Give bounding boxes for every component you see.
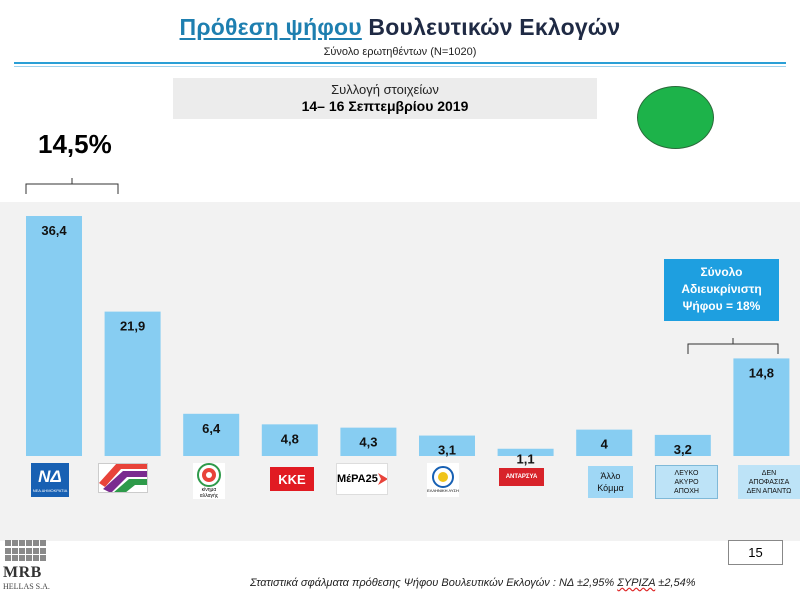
nd-logo: ΝΔ ΝΕΑ ΔΗΜΟΚΡΑΤΙΑ — [31, 463, 69, 497]
blank-line-3: ΑΠΟΧΗ — [674, 487, 699, 495]
elliniki-lysi-logo: ΕΛΛΗΝΙΚΗ ΛΥΣΗ — [427, 463, 459, 497]
mera25-arrow-icon — [377, 473, 387, 485]
elliniki-lysi-logo-text: ΕΛΛΗΝΙΚΗ ΛΥΣΗ — [427, 488, 459, 493]
page-number: 15 — [728, 540, 783, 565]
syriza-logo — [98, 463, 148, 493]
mrb-brand-logo: MRB HELLAS S.A. — [3, 540, 50, 596]
value-label-4: 4,8 — [281, 431, 299, 446]
undecided-brace-line — [687, 338, 779, 354]
title-rest: Βουλευτικών Εκλογών — [368, 14, 621, 40]
mrb-grid-icon — [5, 540, 47, 562]
summary-line-3: Ψήφου = 18% — [682, 299, 761, 313]
elliniki-lysi-emblem-icon — [432, 466, 454, 488]
kke-logo-text: ΚΚΕ — [278, 471, 306, 487]
summary-line-1: Σύνολο — [700, 265, 743, 279]
value-label-6: 3,1 — [438, 443, 456, 458]
mera25-logo: ΜέΡΑ25 — [336, 463, 388, 495]
brand-sub: HELLAS S.A. — [3, 582, 50, 591]
blank-line-1: ΛΕΥΚΟ — [674, 469, 699, 477]
page-subtitle: Σύνολο ερωτηθέντων (Ν=1020) — [323, 46, 477, 58]
title-highlight: Πρόθεση ψήφου — [179, 14, 362, 40]
bar-6 — [419, 435, 475, 456]
bar-2 — [104, 311, 161, 456]
value-label-8: 4 — [601, 437, 609, 452]
value-label-9: 3,2 — [674, 442, 692, 457]
title-rule — [14, 62, 786, 64]
title-rule-light — [14, 66, 786, 67]
undecided-line-2: ΑΠΟΦΑΣΙΣΑ — [748, 478, 790, 486]
nd-logo-text: ΝΔ — [38, 467, 62, 486]
footnote: Στατιστικά σφάλματα πρόθεσης Ψήφου Βουλε… — [250, 577, 696, 589]
blank-line-2: ΑΚΥΡΟ — [674, 478, 699, 486]
value-label-3: 6,4 — [202, 421, 221, 436]
bar-4 — [261, 424, 318, 456]
bar-5 — [340, 427, 397, 456]
collection-label: Συλλογή στοιχείων — [331, 82, 439, 97]
collection-date-box: Συλλογή στοιχείων 14– 16 Σεπτεμβρίου 201… — [173, 78, 597, 119]
undecided-brace — [687, 338, 779, 354]
nd-logo-subtext: ΝΕΑ ΔΗΜΟΚΡΑΤΙΑ — [32, 488, 68, 493]
value-labels-group: 36,4 21,9 6,4 4,8 4,3 3,1 1,1 4 3,2 14,8 — [41, 223, 774, 467]
difference-brace — [25, 178, 119, 194]
kke-logo: ΚΚΕ — [270, 467, 314, 491]
other-line-1: Άλλο — [600, 471, 621, 481]
page-title: Πρόθεση ψήφου Βουλευτικών Εκλογών — [0, 14, 800, 41]
brand-name: MRB — [3, 564, 42, 581]
undecided-line-3: ΔΕΝ ΑΠΑΝΤΩ — [746, 487, 792, 495]
bar-10 — [733, 358, 790, 456]
kinal-logo: κίνημα αλλαγής — [193, 463, 225, 499]
blank-invalid-abstain-box: ΛΕΥΚΟ ΑΚΥΡΟ ΑΠΟΧΗ — [655, 465, 718, 499]
other-line-2: Κόμμα — [597, 483, 624, 493]
undecided-summary-box: Σύνολο Αδιευκρίνιστη Ψήφου = 18% — [664, 259, 779, 321]
other-party-box: Άλλο Κόμμα — [588, 466, 633, 498]
undecided-line-1: ΔΕΝ — [761, 469, 777, 477]
value-label-2: 21,9 — [120, 319, 145, 334]
kinal-logo-text: κίνημα αλλαγής — [199, 487, 219, 499]
antarsya-logo-text: ΑΝΤΑΡΣΥΑ — [505, 474, 538, 480]
bar-7 — [497, 448, 554, 456]
bar-1 — [26, 216, 82, 456]
undecided-box: ΔΕΝ ΑΠΟΦΑΣΙΣΑ ΔΕΝ ΑΠΑΝΤΩ — [738, 465, 800, 499]
footnote-text: Στατιστικά σφάλματα πρόθεσης Ψήφου Βουλε… — [250, 577, 615, 589]
kinal-flower-icon — [197, 463, 221, 487]
bar-3 — [183, 413, 240, 456]
syriza-flag-icon — [99, 464, 147, 492]
bar-8 — [576, 429, 633, 456]
value-label-7: 1,1 — [517, 452, 535, 467]
difference-label: 14,5% — [38, 129, 112, 159]
summary-line-2: Αδιευκρίνιστη — [681, 282, 762, 296]
bars-group — [26, 216, 790, 456]
footnote-syriza-value: ±2,54% — [658, 577, 696, 589]
footnote-syriza: ΣΥΡΙΖΑ — [617, 577, 656, 589]
collection-dates: 14– 16 Σεπτεμβρίου 2019 — [301, 98, 469, 114]
mera25-logo-text: ΜέΡΑ25 — [337, 473, 378, 485]
value-label-1: 36,4 — [41, 223, 67, 238]
green-indicator-circle — [637, 86, 714, 149]
value-label-5: 4,3 — [359, 435, 377, 450]
bar-9 — [654, 434, 711, 456]
value-label-10: 14,8 — [749, 365, 774, 380]
difference-brace-line — [25, 178, 119, 194]
antarsya-logo: ΑΝΤΑΡΣΥΑ — [499, 468, 544, 486]
